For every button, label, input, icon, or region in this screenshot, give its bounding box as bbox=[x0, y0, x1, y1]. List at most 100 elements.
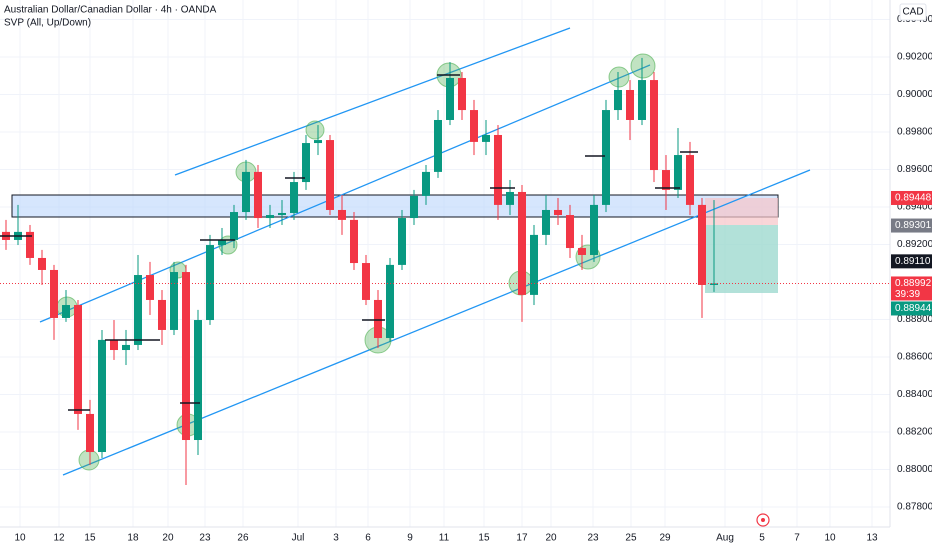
candle-body bbox=[505, 191, 514, 205]
y-tick-label: 0.87800 bbox=[897, 502, 932, 513]
candle-body bbox=[553, 209, 562, 216]
candle-body bbox=[241, 171, 250, 213]
target-zone bbox=[705, 225, 778, 293]
x-tick-label: 25 bbox=[625, 533, 637, 544]
y-tick-label: 0.88400 bbox=[897, 389, 932, 400]
candle-body bbox=[193, 320, 202, 441]
supply-zone bbox=[11, 194, 779, 218]
candle-body bbox=[385, 264, 394, 339]
y-tick-label: 0.89800 bbox=[897, 127, 932, 138]
price-label: 0.88992 bbox=[895, 278, 932, 289]
candle-body bbox=[541, 209, 550, 235]
price-label-box bbox=[891, 218, 932, 233]
candle-body bbox=[685, 155, 694, 205]
x-tick-label: 10 bbox=[14, 533, 26, 544]
x-tick-label: 18 bbox=[127, 533, 139, 544]
currency-box[interactable] bbox=[899, 3, 927, 21]
candle-body bbox=[289, 182, 298, 213]
candle-body bbox=[589, 204, 598, 255]
price-label-box bbox=[891, 301, 932, 316]
candle-body bbox=[229, 212, 238, 240]
x-tick-label: 23 bbox=[199, 533, 211, 544]
candle-body bbox=[637, 80, 646, 120]
candle-body bbox=[481, 134, 490, 142]
candle-body bbox=[625, 89, 634, 120]
y-tick-label: 0.88200 bbox=[897, 427, 932, 438]
grid bbox=[0, 0, 890, 527]
y-tick-label: 0.89400 bbox=[897, 202, 932, 213]
candle-body bbox=[565, 215, 574, 249]
x-tick-label: 6 bbox=[365, 533, 371, 544]
candle-body bbox=[301, 143, 310, 183]
axes: 0.87800 0.88000 0.88200 0.88400 0.88600 0.888… bbox=[0, 14, 932, 544]
candle-body bbox=[37, 257, 46, 270]
pivot-marker bbox=[608, 66, 630, 88]
stop-zone bbox=[705, 198, 778, 225]
candle-body bbox=[673, 155, 682, 190]
x-tick-label: 20 bbox=[545, 533, 557, 544]
candle-body bbox=[349, 219, 358, 264]
candles bbox=[1, 57, 718, 486]
candle-body bbox=[445, 77, 454, 120]
x-tick-label: 17 bbox=[516, 533, 528, 544]
candle-body bbox=[469, 110, 478, 142]
price-label: 0.89301 bbox=[895, 220, 932, 231]
x-tick-label: 10 bbox=[824, 533, 836, 544]
candle-body bbox=[313, 140, 322, 144]
candle-body bbox=[661, 170, 670, 190]
candle-body bbox=[601, 110, 610, 205]
candle-body bbox=[493, 134, 502, 205]
x-tick-label: 23 bbox=[587, 533, 599, 544]
price-label-box bbox=[891, 276, 932, 301]
candle-body bbox=[253, 171, 262, 219]
candle-body bbox=[649, 80, 658, 171]
x-tick-label: Jul bbox=[292, 533, 305, 544]
x-tick-label: 15 bbox=[478, 533, 490, 544]
y-tick-label: 0.88800 bbox=[897, 314, 932, 325]
x-tick-label: 13 bbox=[866, 533, 878, 544]
x-tick-label: 9 bbox=[407, 533, 413, 544]
candle-body bbox=[421, 171, 430, 196]
volume-profile-pocs bbox=[0, 74, 698, 411]
y-tick-label: 0.89200 bbox=[897, 239, 932, 250]
chart-title: Australian Dollar/Canadian Dollar · 4h ·… bbox=[4, 5, 217, 16]
price-label: 0.88944 bbox=[895, 303, 932, 314]
candle-body bbox=[337, 209, 346, 220]
candle-body bbox=[181, 272, 190, 441]
candle-body bbox=[517, 191, 526, 295]
x-tick-label: Aug bbox=[716, 533, 734, 544]
candle-body bbox=[109, 339, 118, 351]
y-tick-label: 0.89600 bbox=[897, 164, 932, 175]
pivot-marker bbox=[78, 449, 100, 471]
candle-body bbox=[121, 344, 130, 351]
candle-body bbox=[25, 231, 34, 258]
candle-body bbox=[85, 413, 94, 453]
candle-body bbox=[409, 195, 418, 219]
price-label-box bbox=[891, 190, 932, 205]
y-tick-label: 0.90000 bbox=[897, 89, 932, 100]
y-tick-label: 0.88000 bbox=[897, 464, 932, 475]
y-tick-label: 0.88600 bbox=[897, 352, 932, 363]
candle-body bbox=[157, 299, 166, 330]
candle-body bbox=[697, 204, 706, 285]
price-label: 0.89110 bbox=[895, 256, 931, 267]
indicator-label: SVP (All, Up/Down) bbox=[4, 18, 91, 29]
candle-body bbox=[373, 299, 382, 339]
x-tick-label: 5 bbox=[759, 533, 765, 544]
candle-body bbox=[457, 77, 466, 111]
candle-body bbox=[49, 269, 58, 318]
candle-body bbox=[397, 218, 406, 265]
countdown-label: 39:39 bbox=[895, 289, 920, 300]
candle-body bbox=[277, 212, 286, 216]
x-tick-label: 7 bbox=[794, 533, 800, 544]
price-label: 0.89448 bbox=[895, 193, 932, 204]
price-label-box bbox=[891, 254, 932, 269]
candle-body bbox=[577, 248, 586, 255]
candle-body bbox=[97, 339, 106, 453]
candle-body bbox=[265, 215, 274, 219]
x-tick-label: 26 bbox=[237, 533, 249, 544]
candle-body bbox=[529, 234, 538, 295]
currency-label[interactable]: CAD bbox=[902, 7, 923, 18]
